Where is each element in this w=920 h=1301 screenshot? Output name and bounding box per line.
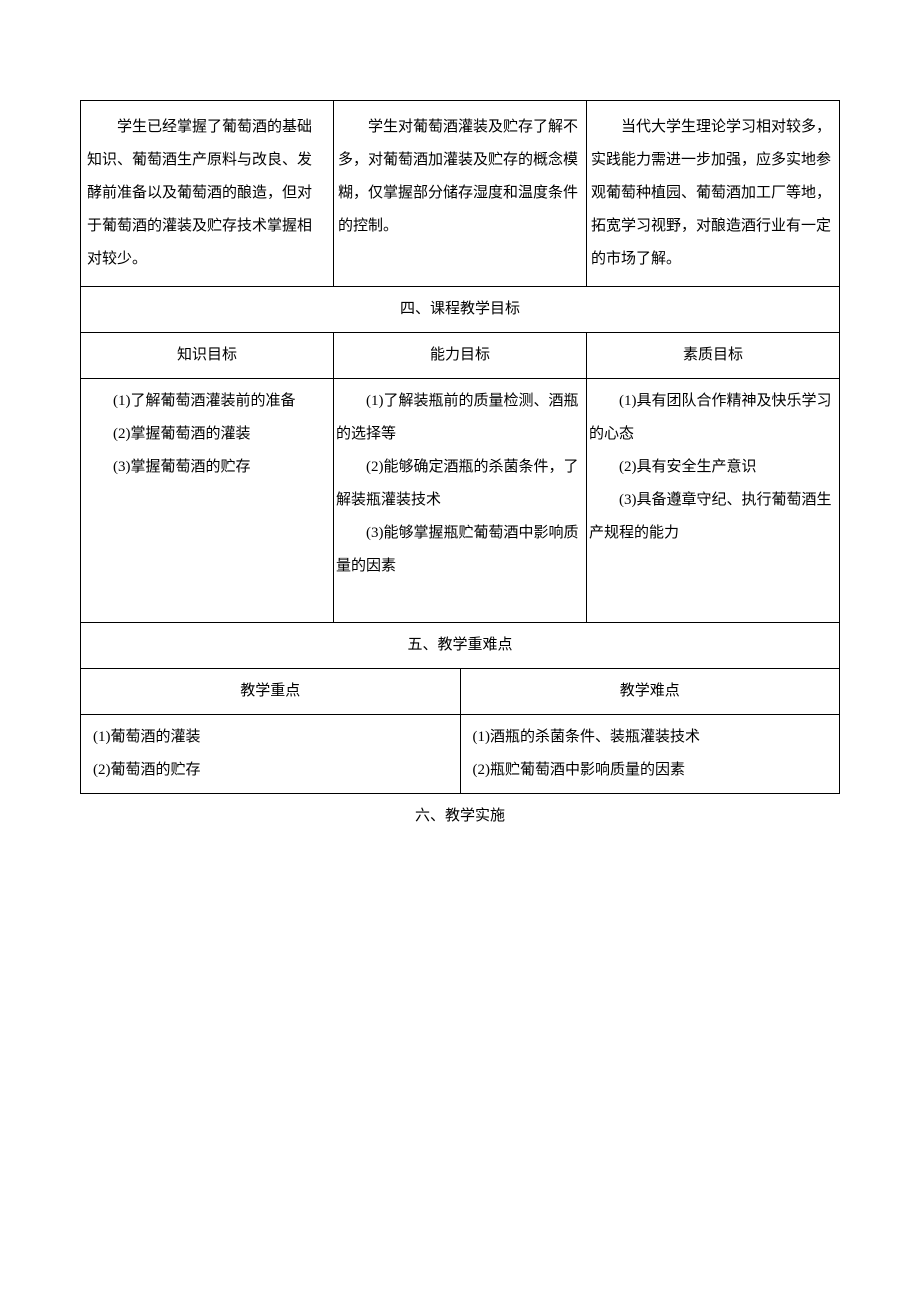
section4-content-row: (1)了解葡萄酒灌装前的准备 (2)掌握葡萄酒的灌装 (3)掌握葡萄酒的贮存 (…: [81, 379, 840, 623]
quality-cell: (1)具有团队合作精神及快乐学习的心态 (2)具有安全生产意识 (3)具备遵章守…: [586, 379, 839, 623]
analysis-text-3: 当代大学生理论学习相对较多，实践能力需进一步加强，应多实地参观葡萄种植园、葡萄酒…: [591, 111, 835, 276]
analysis-row: 学生已经掌握了葡萄酒的基础知识、葡萄酒生产原料与改良、发酵前准备以及葡萄酒的酿造…: [81, 101, 840, 287]
difficulty-cell: (1)酒瓶的杀菌条件、装瓶灌装技术 (2)瓶贮葡萄酒中影响质量的因素: [460, 715, 840, 794]
analysis-cell-1: 学生已经掌握了葡萄酒的基础知识、葡萄酒生产原料与改良、发酵前准备以及葡萄酒的酿造…: [81, 101, 334, 287]
section6-title: 六、教学实施: [80, 794, 840, 839]
analysis-cell-3: 当代大学生理论学习相对较多，实践能力需进一步加强，应多实地参观葡萄种植园、葡萄酒…: [586, 101, 839, 287]
section4-h3: 素质目标: [586, 333, 839, 379]
analysis-cell-2: 学生对葡萄酒灌装及贮存了解不多，对葡萄酒加灌装及贮存的概念模糊，仅掌握部分储存湿…: [333, 101, 586, 287]
section5-header-row: 教学重点 教学难点: [81, 669, 840, 715]
section5-title-row: 五、教学重难点: [81, 623, 840, 669]
ability-cell: (1)了解装瓶前的质量检测、酒瓶的选择等 (2)能够确定酒瓶的杀菌条件，了解装瓶…: [333, 379, 586, 623]
section4-h1: 知识目标: [81, 333, 334, 379]
section4-title: 四、课程教学目标: [81, 287, 840, 333]
quality-i2: (2)具有安全生产意识: [589, 451, 837, 484]
difficulty-i1: (1)酒瓶的杀菌条件、装瓶灌装技术: [473, 721, 838, 754]
focus-i2: (2)葡萄酒的贮存: [93, 754, 458, 787]
ability-i1: (1)了解装瓶前的质量检测、酒瓶的选择等: [306, 385, 584, 451]
section4-h2: 能力目标: [333, 333, 586, 379]
focus-cell: (1)葡萄酒的灌装 (2)葡萄酒的贮存: [81, 715, 461, 794]
section5-title: 五、教学重难点: [81, 623, 840, 669]
section5-content-row: (1)葡萄酒的灌装 (2)葡萄酒的贮存 (1)酒瓶的杀菌条件、装瓶灌装技术 (2…: [81, 715, 840, 794]
section5-h2: 教学难点: [460, 669, 840, 715]
section5-h1: 教学重点: [81, 669, 461, 715]
difficulty-i2: (2)瓶贮葡萄酒中影响质量的因素: [473, 754, 838, 787]
knowledge-i2: (2)掌握葡萄酒的灌装: [83, 418, 331, 451]
document-table: 学生已经掌握了葡萄酒的基础知识、葡萄酒生产原料与改良、发酵前准备以及葡萄酒的酿造…: [80, 100, 840, 669]
analysis-text-2: 学生对葡萄酒灌装及贮存了解不多，对葡萄酒加灌装及贮存的概念模糊，仅掌握部分储存湿…: [338, 111, 582, 243]
section4-header-row: 知识目标 能力目标 素质目标: [81, 333, 840, 379]
quality-i3: (3)具备遵章守纪、执行葡萄酒生产规程的能力: [559, 484, 837, 550]
analysis-text-1: 学生已经掌握了葡萄酒的基础知识、葡萄酒生产原料与改良、发酵前准备以及葡萄酒的酿造…: [87, 111, 327, 276]
knowledge-cell: (1)了解葡萄酒灌装前的准备 (2)掌握葡萄酒的灌装 (3)掌握葡萄酒的贮存: [81, 379, 334, 623]
knowledge-i3: (3)掌握葡萄酒的贮存: [83, 451, 331, 484]
ability-i2: (2)能够确定酒瓶的杀菌条件，了解装瓶灌装技术: [306, 451, 584, 517]
knowledge-i1: (1)了解葡萄酒灌装前的准备: [53, 385, 331, 418]
quality-i1: (1)具有团队合作精神及快乐学习的心态: [559, 385, 837, 451]
ability-i3: (3)能够掌握瓶贮葡萄酒中影响质量的因素: [306, 517, 584, 583]
focus-i1: (1)葡萄酒的灌装: [93, 721, 458, 754]
section5-table: 教学重点 教学难点 (1)葡萄酒的灌装 (2)葡萄酒的贮存 (1)酒瓶的杀菌条件…: [80, 669, 840, 794]
section4-title-row: 四、课程教学目标: [81, 287, 840, 333]
